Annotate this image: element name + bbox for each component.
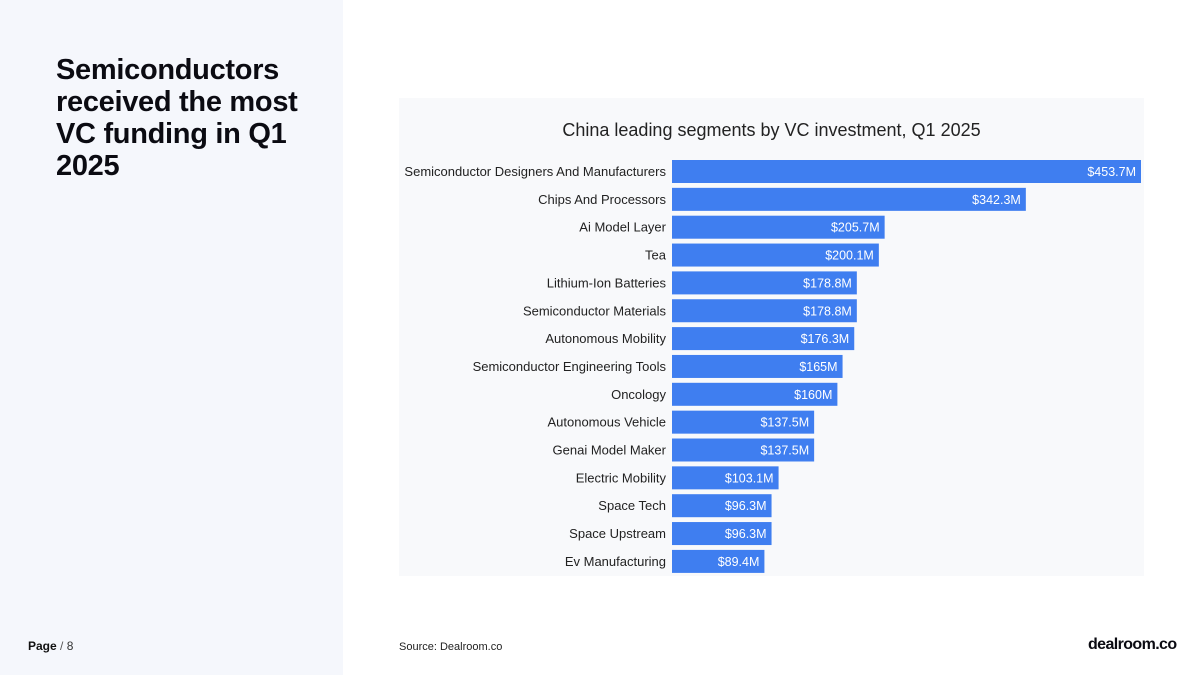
value-label: $342.3M: [972, 193, 1021, 207]
bar-chart: China leading segments by VC investment,…: [399, 98, 1144, 576]
category-label: Lithium-Ion Batteries: [547, 275, 667, 290]
bar: [672, 299, 857, 323]
category-label: Semiconductor Engineering Tools: [473, 359, 667, 374]
value-label: $176.3M: [801, 332, 850, 346]
value-label: $96.3M: [725, 527, 767, 541]
bar: [672, 215, 885, 239]
bar: [672, 494, 772, 518]
dealroom-logo: dealroom.co: [1088, 636, 1177, 653]
value-label: $205.7M: [831, 221, 880, 235]
bar: [672, 438, 815, 462]
category-label: Semiconductor Designers And Manufacturer…: [404, 164, 666, 179]
bar: [672, 549, 765, 573]
category-label: Space Upstream: [569, 526, 666, 541]
category-label: Tea: [645, 248, 667, 263]
chart-title: China leading segments by VC investment,…: [562, 120, 981, 140]
bar: [672, 160, 1141, 183]
category-label: Semiconductor Materials: [523, 303, 667, 318]
bar: [672, 522, 772, 546]
category-label: Ev Manufacturing: [565, 554, 666, 569]
value-label: $96.3M: [725, 499, 767, 513]
category-label: Oncology: [611, 387, 666, 402]
category-label: Autonomous Vehicle: [547, 415, 666, 430]
value-label: $137.5M: [760, 444, 809, 458]
category-label: Genai Model Maker: [553, 443, 667, 458]
page-headline: Semiconductors received the most VC fund…: [56, 54, 298, 182]
category-label: Ai Model Layer: [579, 220, 666, 235]
source-note: Source: Dealroom.co: [399, 641, 503, 653]
category-label: Electric Mobility: [576, 470, 667, 485]
bar: [672, 271, 857, 295]
bar: [672, 382, 838, 406]
page-label: Page: [28, 639, 57, 653]
value-label: $137.5M: [760, 416, 809, 430]
bar: [672, 327, 855, 351]
left-panel: Semiconductors received the most VC fund…: [0, 0, 343, 675]
value-label: $200.1M: [825, 249, 874, 263]
value-label: $178.8M: [803, 276, 852, 290]
value-label: $160M: [794, 388, 832, 402]
category-label: Chips And Processors: [538, 192, 666, 207]
page-separator: /: [60, 639, 64, 653]
category-label: Autonomous Mobility: [545, 331, 666, 346]
value-label: $89.4M: [718, 555, 760, 569]
bar: [672, 466, 779, 490]
value-label: $165M: [799, 360, 837, 374]
page-number: 8: [66, 639, 74, 653]
bar: [672, 243, 879, 267]
value-label: $178.8M: [803, 304, 852, 318]
value-label: $103.1M: [725, 471, 774, 485]
bar: [672, 410, 815, 434]
chart-canvas: Semiconductor Designers And Manufacturer…: [404, 160, 1141, 573]
value-label: $453.7M: [1087, 165, 1136, 179]
bar: [672, 354, 843, 378]
bar: [672, 187, 1026, 211]
page-indicator: Page / 8: [28, 639, 73, 653]
category-label: Space Tech: [598, 498, 666, 513]
